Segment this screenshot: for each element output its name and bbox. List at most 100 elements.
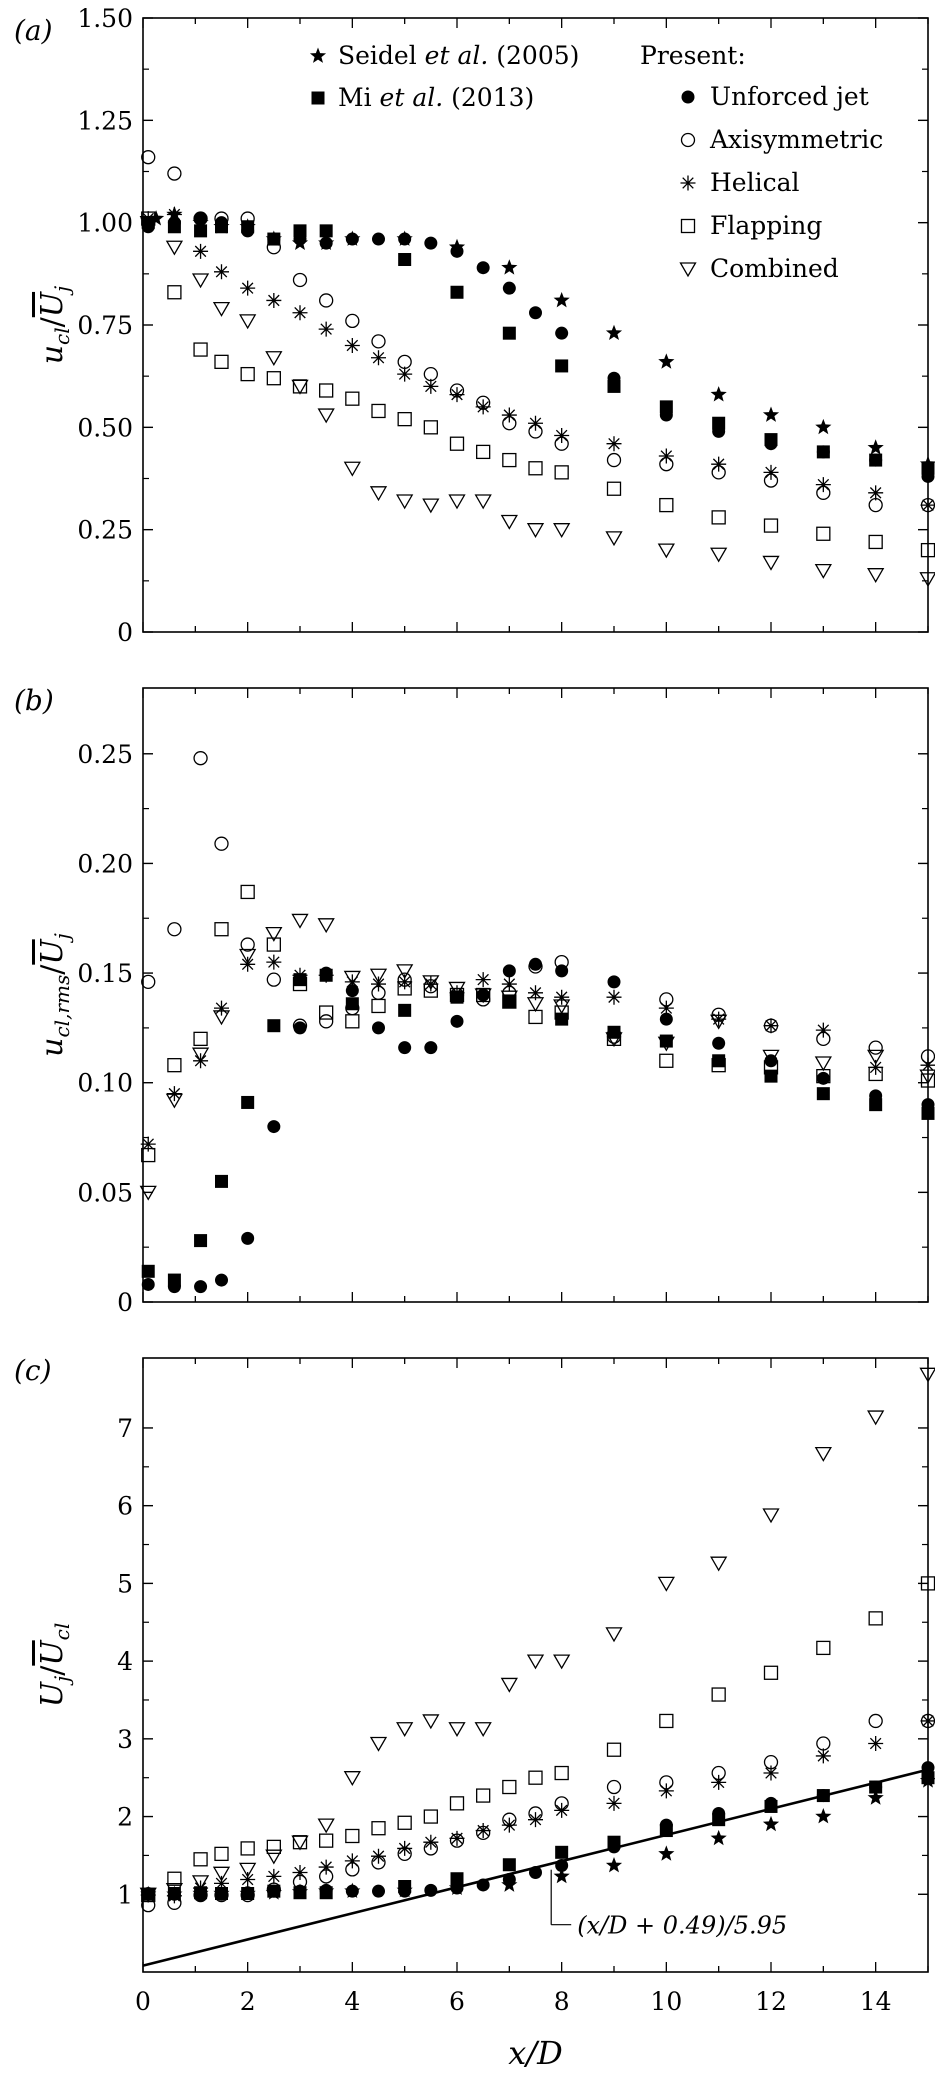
data-point	[608, 1840, 621, 1853]
data-point	[293, 305, 308, 320]
data-point	[476, 1823, 491, 1838]
data-point	[711, 457, 726, 472]
data-point	[529, 306, 542, 319]
series-unforced-jet	[142, 212, 935, 483]
x-tick-label: 6	[449, 1987, 465, 2016]
data-point	[194, 343, 207, 356]
data-point	[423, 499, 438, 512]
data-point	[477, 1789, 490, 1802]
data-point	[346, 392, 359, 405]
data-point	[660, 1054, 673, 1067]
data-point	[712, 511, 725, 524]
data-point	[142, 1265, 155, 1278]
data-point	[168, 286, 181, 299]
legend-label: Combined	[710, 254, 839, 283]
data-point	[167, 207, 182, 222]
data-point	[194, 1280, 207, 1293]
legend-label: Flapping	[710, 211, 822, 240]
data-point	[141, 211, 156, 226]
data-point	[293, 968, 308, 983]
series-helical	[141, 955, 935, 1152]
data-point	[658, 1845, 674, 1860]
data-point	[658, 353, 674, 368]
legend-label: Axisymmetric	[709, 125, 883, 154]
data-point	[450, 387, 465, 402]
data-point	[477, 1878, 490, 1891]
data-point	[372, 999, 385, 1012]
data-point	[193, 244, 208, 259]
series-flapping	[142, 885, 935, 1161]
data-point	[267, 1019, 280, 1032]
data-point	[528, 1812, 543, 1827]
data-point	[477, 445, 490, 458]
data-point	[817, 527, 830, 540]
data-point	[214, 1001, 229, 1016]
data-point	[451, 437, 464, 450]
x-tick-label: 8	[554, 1987, 570, 2016]
data-point	[476, 399, 491, 414]
y-axis-label: ucl/Uj	[35, 286, 74, 365]
panel-a: (a)00.250.500.751.001.251.50ucl/UjSeidel…	[14, 4, 935, 647]
data-point	[607, 532, 622, 545]
data-point	[320, 1015, 333, 1028]
data-point	[346, 1015, 359, 1028]
x-tick-label: 10	[650, 1987, 682, 2016]
legend-label: Unforced jet	[710, 82, 869, 111]
legend-label: Helical	[710, 168, 800, 197]
data-point	[476, 1723, 491, 1736]
data-point	[765, 519, 778, 532]
data-point	[868, 439, 884, 454]
legend-title: Present:	[640, 41, 746, 70]
data-point	[319, 919, 334, 932]
data-point	[294, 273, 307, 286]
data-point	[711, 548, 726, 561]
data-point	[476, 972, 491, 987]
data-point	[267, 233, 280, 246]
data-point	[607, 436, 622, 451]
data-point	[529, 462, 542, 475]
data-point	[815, 1808, 831, 1823]
data-point	[346, 233, 359, 246]
data-point	[503, 1873, 516, 1886]
data-point	[660, 1035, 673, 1048]
data-point	[215, 1847, 228, 1860]
data-point	[194, 752, 207, 765]
y-axis-label-text: ucl/Uj	[35, 286, 74, 365]
series-mi-et-al-2013	[142, 1771, 935, 1901]
data-point	[763, 407, 779, 422]
data-point	[267, 973, 280, 986]
data-point	[608, 454, 621, 467]
data-point	[503, 454, 516, 467]
data-point	[267, 1120, 280, 1133]
data-point	[922, 1761, 935, 1774]
data-point	[476, 495, 491, 508]
data-point	[502, 1818, 517, 1833]
data-point	[397, 367, 412, 382]
data-point	[423, 1835, 438, 1850]
data-point	[451, 1797, 464, 1810]
data-point	[372, 233, 385, 246]
data-point	[868, 1411, 883, 1424]
data-point	[764, 1766, 779, 1781]
data-point	[267, 372, 280, 385]
data-point	[266, 293, 281, 308]
data-point	[477, 261, 490, 274]
series-seidel-et-al-2005	[140, 1772, 935, 1901]
data-point	[397, 1723, 412, 1736]
legend-marker	[682, 220, 695, 233]
y-tick-label: 0.15	[77, 959, 133, 988]
data-point	[608, 975, 621, 988]
data-point	[451, 1882, 464, 1895]
data-point	[241, 885, 254, 898]
data-point	[606, 1857, 622, 1872]
data-point	[554, 292, 570, 307]
data-point	[398, 1885, 411, 1898]
data-point	[214, 303, 229, 316]
y-axis-label-text: ucl,rms/Uj	[35, 933, 74, 1057]
data-point	[319, 322, 334, 337]
data-point	[345, 1853, 360, 1868]
data-point	[528, 416, 543, 431]
data-point	[817, 1737, 830, 1750]
